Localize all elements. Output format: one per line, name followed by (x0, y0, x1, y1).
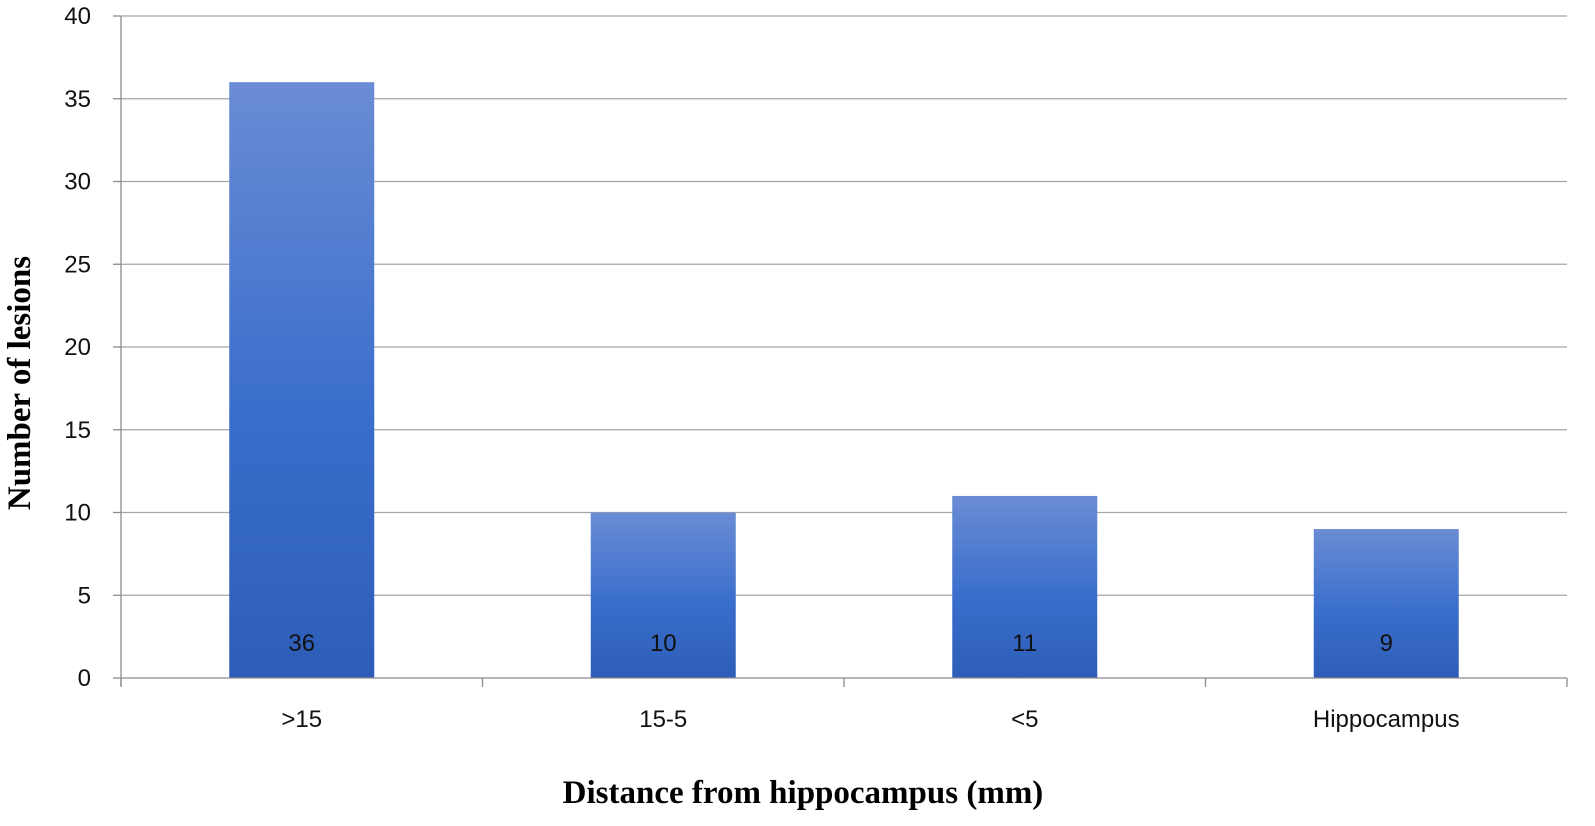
bar-data-label: 11 (1012, 630, 1037, 657)
x-tick-label: <5 (1011, 706, 1038, 733)
y-tick-label: 20 (64, 334, 91, 361)
x-tick-label: 15-5 (639, 706, 687, 733)
bar-1 (590, 512, 736, 678)
axes (113, 15, 1568, 687)
y-tick-label: 15 (64, 417, 91, 444)
y-tick-label: 35 (64, 86, 91, 113)
bar-3 (1313, 529, 1459, 678)
x-axis-title: Distance from hippocampus (mm) (563, 775, 1044, 811)
y-tick-label: 5 (78, 582, 91, 609)
x-tick-label: >15 (281, 706, 322, 733)
labels: 0 5 10 15 20 25 30 35 40 36 >15 10 15-5 11 <5 9 Hippocam… (64, 3, 1459, 733)
y-tick-label: 0 (78, 665, 91, 692)
bars (229, 82, 1459, 678)
bar-data-label: 10 (650, 630, 677, 657)
y-tick-label: 30 (64, 169, 91, 196)
y-tick-label: 40 (64, 3, 91, 30)
y-tick-label: 10 (64, 500, 91, 527)
bar-0 (229, 82, 375, 678)
bar-data-label: 36 (288, 630, 315, 657)
x-tick-label: Hippocampus (1313, 706, 1460, 733)
bar-data-label: 9 (1380, 630, 1393, 657)
bar-2 (952, 495, 1098, 678)
y-axis-title: Number of lesions (2, 256, 38, 510)
y-tick-label: 25 (64, 251, 91, 278)
